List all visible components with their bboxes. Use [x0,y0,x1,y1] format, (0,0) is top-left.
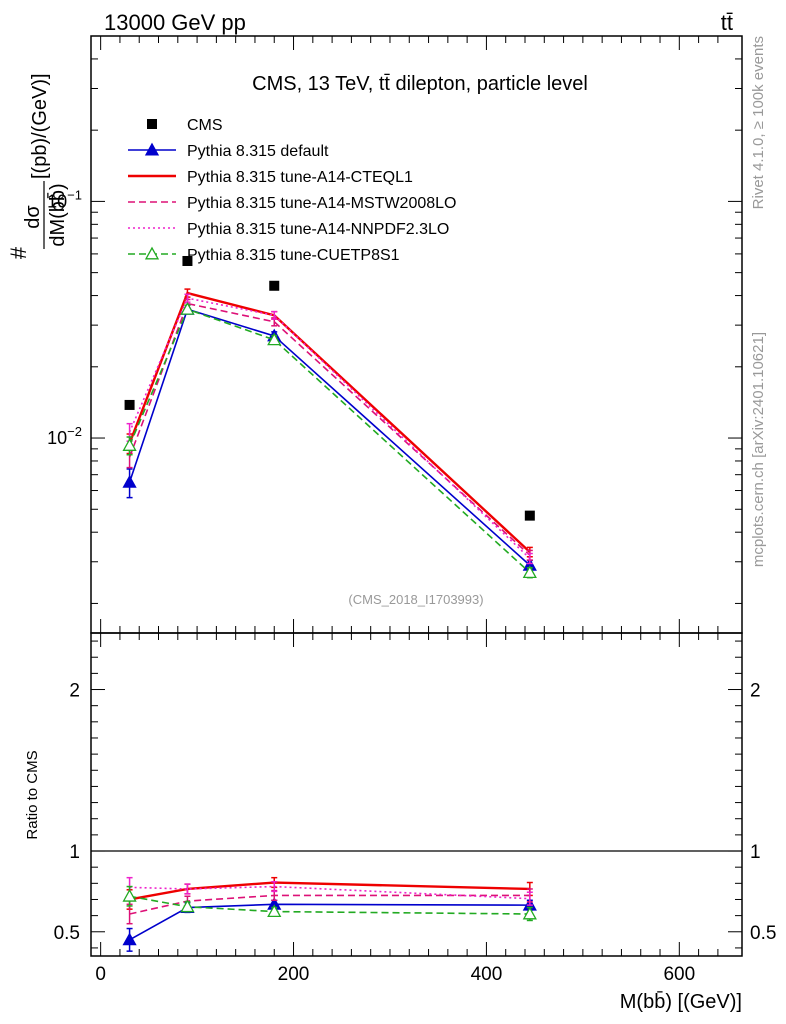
ratio-series-line-3 [129,894,530,915]
cms-data-point [182,255,193,266]
ratio-series-line-1 [129,903,530,941]
x-tick-label: 0 [95,964,106,985]
main-marker [122,438,137,451]
ratio-marker [267,904,282,918]
legend-label-4: Pythia 8.315 tune-A14-NNPDF2.3LO [187,221,449,238]
ratio-marker [180,899,195,913]
ratio-y-tick-label: 0.5 [54,923,80,944]
cms-data-point [524,510,535,521]
main-marker [267,332,282,346]
legend-label-2: Pythia 8.315 tune-A14-CTEQL1 [187,169,413,186]
main-series-line-5 [128,308,531,574]
analysis-watermark: (CMS_2018_I1703993) [348,592,483,607]
rivet-version-label: Rivet 4.1.0, ≥ 100k events [750,36,767,209]
x-axis-label: M(bb̄) [(GeV)] [620,990,742,1013]
main-y-axis-label: # dσ dM(bb̄) [(pb)/(GeV)] [6,73,69,259]
x-tick-label: 600 [663,964,695,985]
cms-data-point [269,280,280,291]
y-label-hash: # [6,246,31,259]
header-energy-label: 13000 GeV pp [104,10,246,35]
ratio-y-tick-label-right: 1 [750,842,761,863]
cms-data-point [124,399,135,410]
ratio-plot-frame [90,632,743,957]
main-marker [122,474,137,488]
main-marker [180,301,195,315]
y-label-units: [(pb)/(GeV)] [29,73,51,179]
ratio-series-line-5 [129,895,530,915]
ratio-y-tick-label-right: 2 [750,681,761,702]
y-label-denominator: dM(bb̄) [46,183,69,246]
legend-label-1: Pythia 8.315 default [187,143,329,160]
main-plot-title: CMS, 13 TeV, tt̄ dilepton, particle leve… [252,73,588,95]
ratio-marker [122,888,137,902]
main-y-tick-label: 10−1 [47,187,82,211]
ratio-marker [122,932,137,946]
main-series-line-4 [128,297,531,559]
main-marker [522,565,537,579]
y-label-numerator: dσ [22,205,44,229]
ratio-y-axis-label: Ratio to CMS [24,750,41,839]
main-series-line-1 [128,308,531,566]
ratio-marker [522,906,537,920]
main-y-tick-label: 10−2 [47,424,82,448]
mcplots-credit-label: mcplots.cern.ch [arXiv:2401.10621] [750,332,767,567]
ratio-series-line-4 [129,885,530,900]
legend-marker [144,246,160,260]
header-process-label: tt̄ [721,10,733,35]
x-tick-label: 200 [278,964,310,985]
x-tick-label: 400 [471,964,503,985]
legend-label-3: Pythia 8.315 tune-A14-MSTW2008LO [187,195,456,212]
legend-label-5: Pythia 8.315 tune-CUETP8S1 [187,247,400,264]
ratio-y-tick-label: 1 [69,842,80,863]
ratio-y-tick-label: 2 [69,681,80,702]
legend-marker [144,142,160,156]
ratio-y-tick-label-right: 0.5 [750,923,776,944]
legend-cms-marker [147,119,157,129]
legend-cms-label: CMS [187,117,223,134]
main-series-line-2 [128,291,531,553]
main-series-line-3 [128,302,531,556]
ratio-series-line-2 [129,881,530,901]
